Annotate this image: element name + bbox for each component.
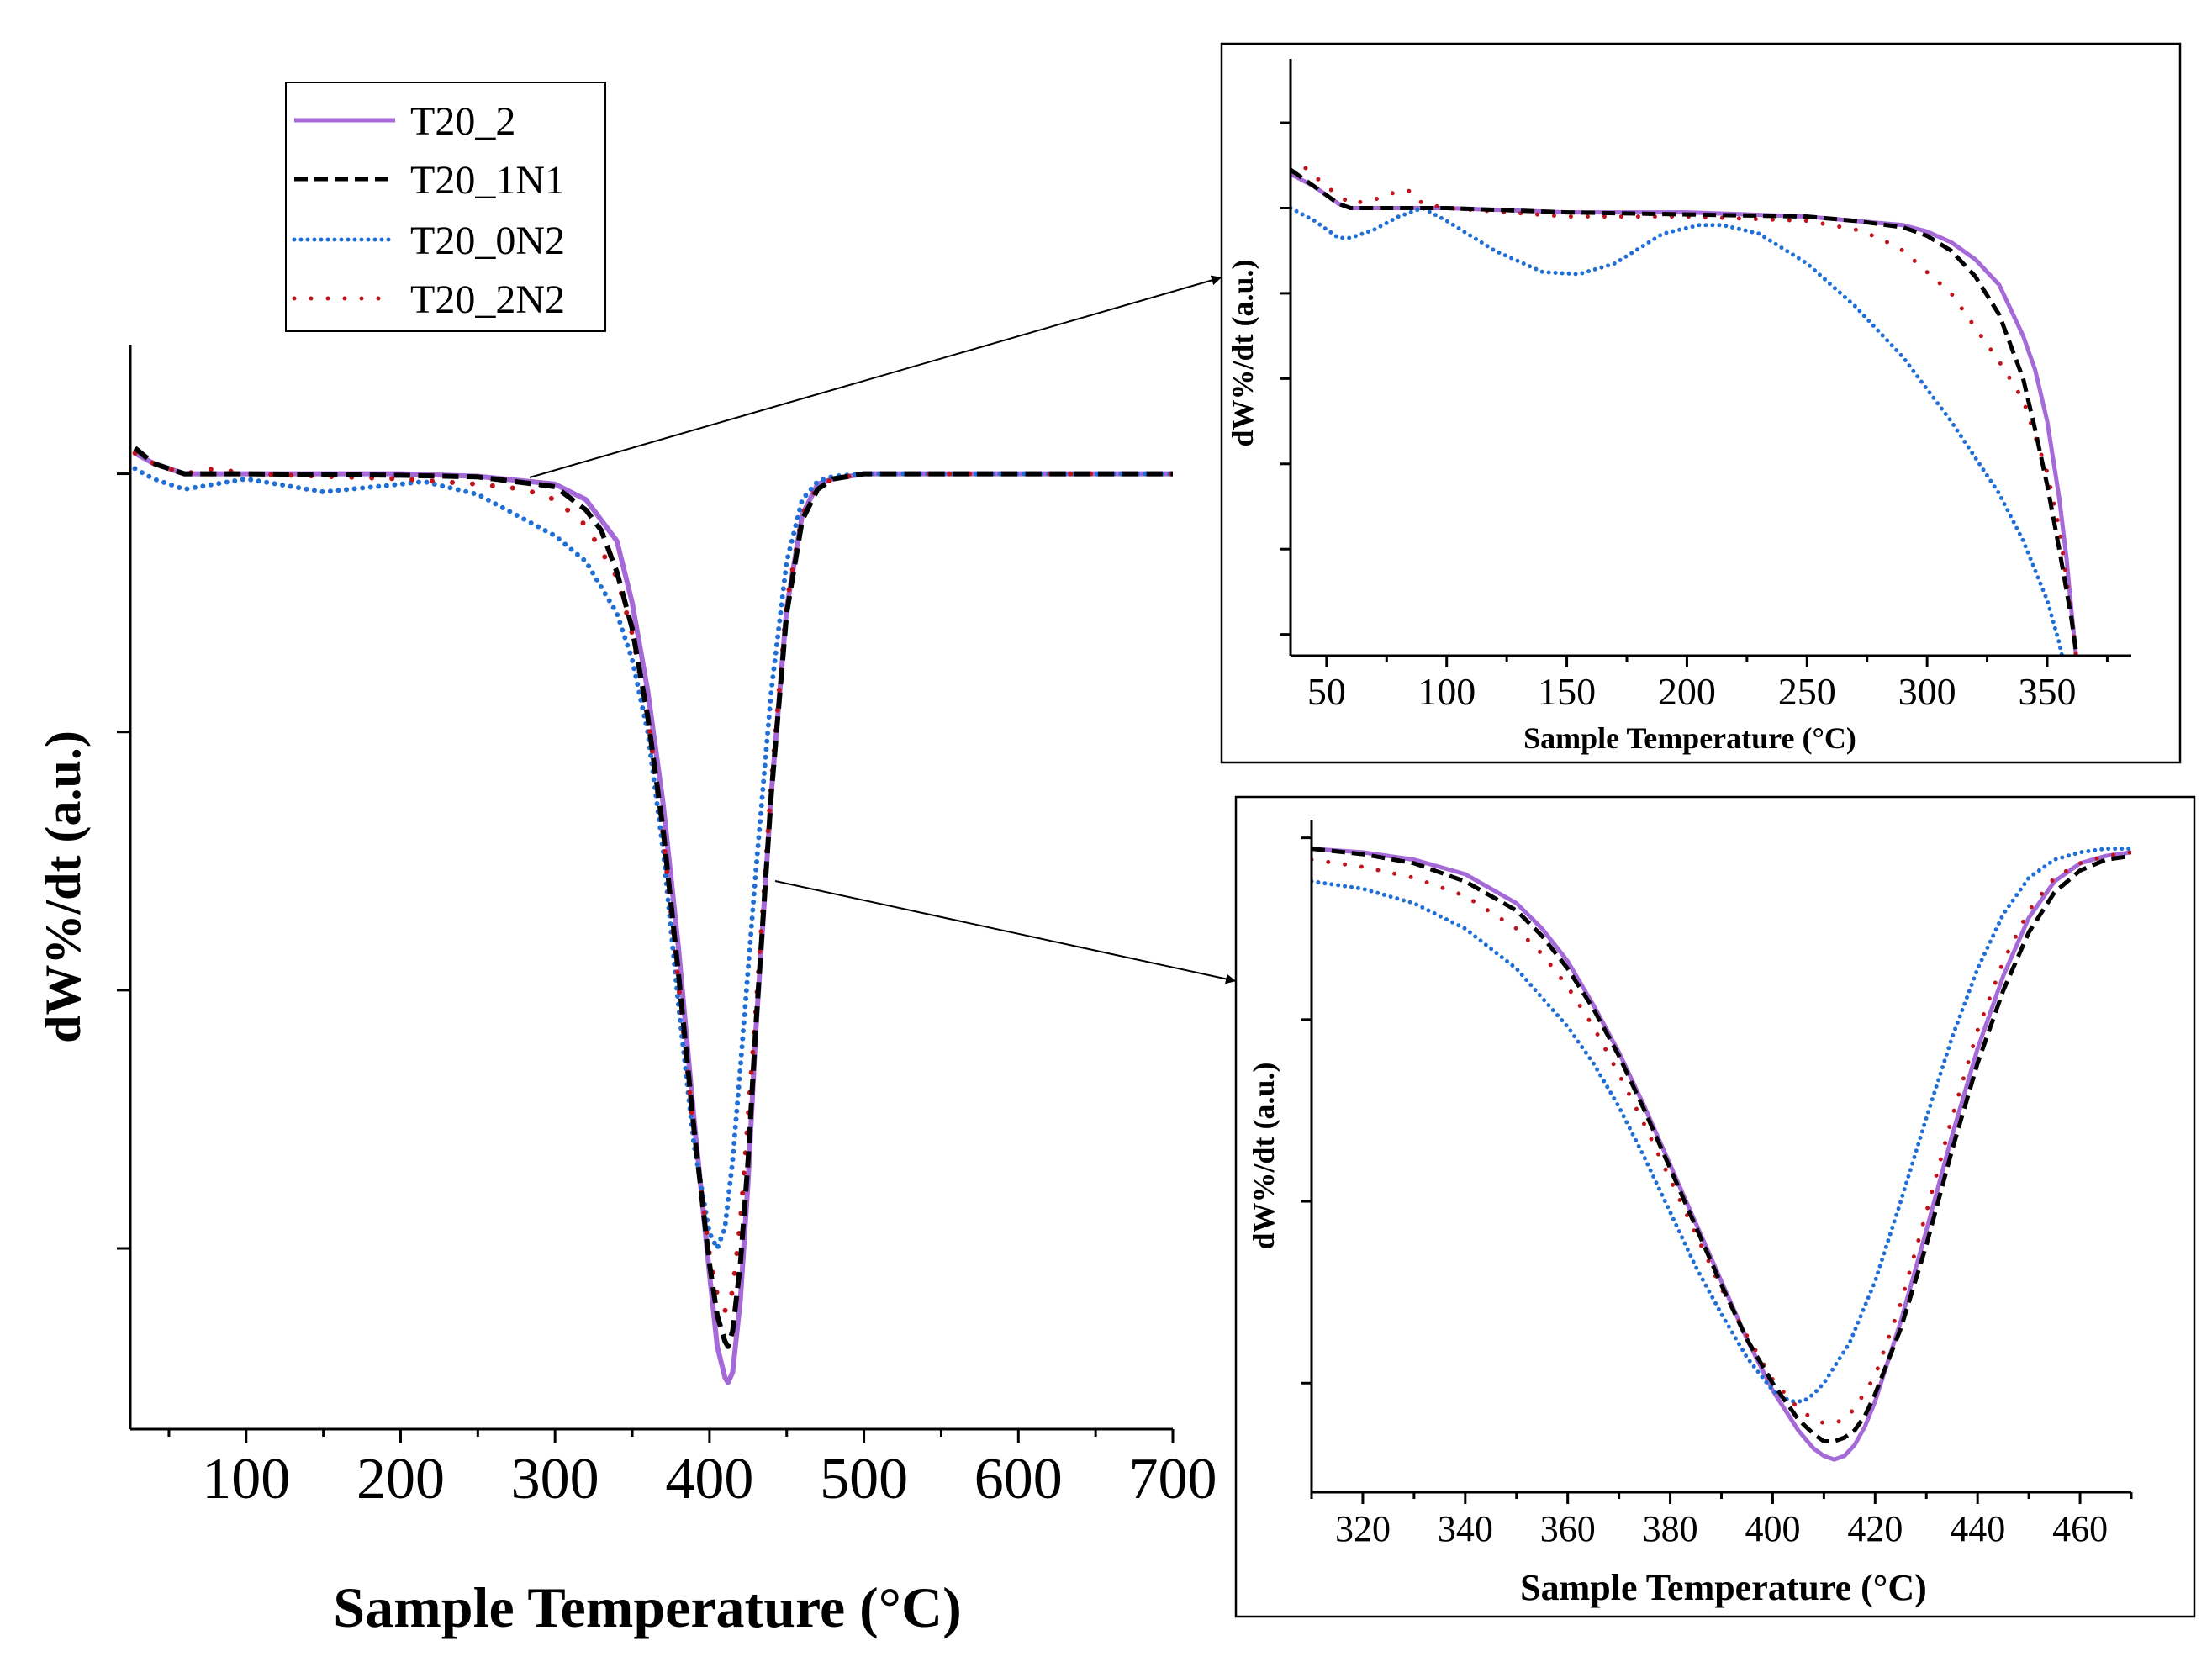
x-tick-label: 50 <box>1307 670 1346 713</box>
main-axes <box>129 345 1173 1431</box>
main-ticks <box>117 472 1175 1443</box>
main-chart: 100 200 300 400 500 600 700 Sample Temperature… <box>35 345 1217 1639</box>
inset-top-axes <box>1289 59 2131 657</box>
legend-item: T20_1N1 <box>294 158 565 203</box>
legend-item: T20_2N2 <box>292 277 565 322</box>
legend-item: T20_0N2 <box>292 219 565 263</box>
x-tick-label: 360 <box>1540 1508 1596 1549</box>
x-tick-label: 460 <box>2052 1508 2108 1549</box>
inset-bottom-tick-labels: 320 340 360 380 400 420 440 460 <box>1335 1508 2108 1549</box>
inset-top-y-axis-label: dW%/dt (a.u.) <box>1226 259 1259 446</box>
x-tick-label: 440 <box>1950 1508 2005 1549</box>
legend-label: T20_0N2 <box>410 219 565 263</box>
inset-bottom-chart: 320 340 360 380 400 420 440 460 Sample Temperat… <box>1234 795 2196 1618</box>
x-tick-label: 350 <box>2019 670 2077 713</box>
inset-bottom-frame <box>1234 795 2196 1618</box>
x-tick-label: 400 <box>1745 1508 1800 1549</box>
series-line-t20-1n1 <box>1291 167 2079 656</box>
main-x-axis-label: Sample Temperature (°C) <box>333 1575 961 1639</box>
x-tick-label: 600 <box>974 1447 1063 1512</box>
legend-item: T20_2 <box>294 99 515 144</box>
series-line-t20-2 <box>1312 847 2131 1462</box>
callout-arrow-top <box>529 275 1222 478</box>
x-tick-label: 340 <box>1438 1508 1493 1549</box>
x-tick-label: 150 <box>1538 670 1596 713</box>
x-tick-label: 200 <box>356 1447 445 1512</box>
legend-frame <box>285 82 606 332</box>
x-tick-label: 300 <box>1898 670 1956 713</box>
main-tick-labels: 100 200 300 400 500 600 700 <box>202 1447 1217 1512</box>
inset-bottom-y-axis-label: dW%/dt (a.u.) <box>1247 1062 1280 1249</box>
series-line-t20-1n1 <box>1312 847 2131 1443</box>
inset-top-curves <box>1291 163 2079 656</box>
x-tick-label: 320 <box>1335 1508 1391 1549</box>
series-line-t20-0n2 <box>132 466 1173 1251</box>
series-line-t20-2 <box>134 451 1173 1385</box>
callout-arrow-bottom <box>774 880 1237 984</box>
legend: T20_2 T20_1N1 T20_0N2 T20_2N2 <box>285 82 606 332</box>
inset-bottom-x-axis-label: Sample Temperature (°C) <box>1520 1567 1927 1608</box>
inset-bottom-curves <box>1312 847 2131 1462</box>
series-line-t20-0n2 <box>1312 847 2131 1404</box>
legend-label: T20_1N1 <box>410 158 565 203</box>
x-tick-label: 400 <box>665 1447 753 1512</box>
x-tick-label: 500 <box>820 1447 908 1512</box>
inset-top-x-axis-label: Sample Temperature (°C) <box>1523 721 1856 755</box>
inset-top-frame <box>1220 42 2182 764</box>
x-tick-label: 300 <box>511 1447 599 1512</box>
x-tick-label: 380 <box>1643 1508 1698 1549</box>
x-tick-label: 250 <box>1778 670 1836 713</box>
x-tick-label: 200 <box>1658 670 1716 713</box>
main-curves <box>132 446 1173 1385</box>
x-tick-label: 700 <box>1129 1447 1217 1512</box>
inset-bottom-ticks <box>1301 836 2133 1504</box>
x-tick-label: 420 <box>1847 1508 1903 1549</box>
inset-bottom-axes <box>1310 820 2131 1494</box>
series-line-t20-0n2 <box>1291 206 2065 656</box>
series-line-t20-2n2 <box>1312 850 2131 1426</box>
inset-top-tick-labels: 50 100 150 200 250 300 350 <box>1307 670 2077 713</box>
main-y-axis-label: dW%/dt (a.u.) <box>35 731 91 1043</box>
legend-label: T20_2 <box>410 99 515 144</box>
inset-top-ticks <box>1280 121 2109 667</box>
series-line-t20-2n2 <box>1291 163 2078 656</box>
x-tick-label: 100 <box>1417 670 1476 713</box>
x-tick-label: 100 <box>202 1447 290 1512</box>
series-line-t20-1n1 <box>133 446 1173 1349</box>
legend-label: T20_2N2 <box>410 277 565 322</box>
series-line-t20-2n2 <box>132 451 1173 1313</box>
inset-top-chart: 50 100 150 200 250 300 350 Sample Temperature … <box>1220 42 2182 764</box>
